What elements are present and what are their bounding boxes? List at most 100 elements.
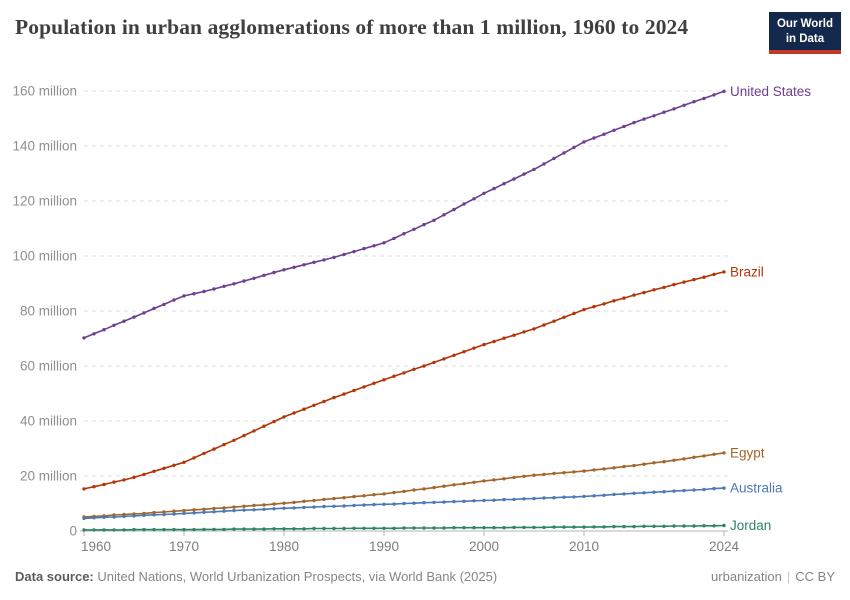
data-point[interactable] xyxy=(682,524,686,528)
data-point[interactable] xyxy=(482,479,486,483)
data-point[interactable] xyxy=(712,93,716,97)
data-point[interactable] xyxy=(312,505,316,509)
data-point[interactable] xyxy=(272,270,276,275)
data-point[interactable] xyxy=(102,482,106,487)
data-point[interactable] xyxy=(552,471,556,476)
data-point[interactable] xyxy=(382,378,386,382)
data-point[interactable] xyxy=(702,487,706,492)
data-point[interactable] xyxy=(132,527,136,532)
data-point[interactable] xyxy=(122,319,126,323)
data-point[interactable] xyxy=(202,527,206,532)
data-point[interactable] xyxy=(452,353,456,357)
series-line[interactable] xyxy=(83,90,725,339)
data-point[interactable] xyxy=(722,89,726,94)
data-point[interactable] xyxy=(212,447,216,451)
data-point[interactable] xyxy=(492,186,496,191)
data-point[interactable] xyxy=(172,463,176,467)
data-point[interactable] xyxy=(402,489,406,494)
data-point[interactable] xyxy=(182,508,186,513)
data-point[interactable] xyxy=(282,268,286,272)
data-point[interactable] xyxy=(522,474,526,478)
data-point[interactable] xyxy=(402,371,406,375)
data-point[interactable] xyxy=(252,527,256,531)
data-point[interactable] xyxy=(582,494,586,499)
data-point[interactable] xyxy=(702,454,706,458)
data-point[interactable] xyxy=(432,526,436,530)
topic-link[interactable]: urbanization xyxy=(711,569,782,584)
data-point[interactable] xyxy=(322,399,326,404)
data-point[interactable] xyxy=(662,285,666,290)
data-point[interactable] xyxy=(662,490,666,494)
data-point[interactable] xyxy=(462,202,466,206)
data-point[interactable] xyxy=(252,276,256,280)
data-point[interactable] xyxy=(172,527,176,532)
data-point[interactable] xyxy=(612,128,616,132)
data-point[interactable] xyxy=(332,395,336,400)
data-point[interactable] xyxy=(262,273,266,277)
data-point[interactable] xyxy=(242,279,246,283)
data-point[interactable] xyxy=(232,508,236,513)
data-point[interactable] xyxy=(512,177,516,181)
data-point[interactable] xyxy=(382,241,386,245)
data-point[interactable] xyxy=(482,342,486,347)
data-point[interactable] xyxy=(362,494,366,498)
data-point[interactable] xyxy=(582,525,586,529)
data-point[interactable] xyxy=(702,524,706,528)
data-point[interactable] xyxy=(192,292,196,296)
data-point[interactable] xyxy=(322,526,326,531)
data-point[interactable] xyxy=(642,491,646,495)
data-point[interactable] xyxy=(562,315,566,319)
data-point[interactable] xyxy=(562,525,566,529)
data-point[interactable] xyxy=(442,484,446,488)
data-point[interactable] xyxy=(262,527,266,531)
data-point[interactable] xyxy=(422,364,426,368)
data-point[interactable] xyxy=(552,156,556,161)
data-point[interactable] xyxy=(392,502,396,506)
data-point[interactable] xyxy=(662,110,666,114)
data-point[interactable] xyxy=(612,299,616,303)
data-point[interactable] xyxy=(142,472,146,477)
data-point[interactable] xyxy=(582,469,586,473)
data-point[interactable] xyxy=(462,499,466,503)
data-point[interactable] xyxy=(102,515,106,519)
data-point[interactable] xyxy=(412,501,416,505)
data-point[interactable] xyxy=(662,524,666,528)
data-point[interactable] xyxy=(292,506,296,510)
data-point[interactable] xyxy=(362,526,366,530)
data-point[interactable] xyxy=(442,213,446,217)
data-point[interactable] xyxy=(442,357,446,361)
data-point[interactable] xyxy=(592,468,596,472)
data-point[interactable] xyxy=(482,498,486,503)
data-point[interactable] xyxy=(472,526,476,530)
data-point[interactable] xyxy=(322,504,326,509)
data-point[interactable] xyxy=(242,504,246,508)
data-point[interactable] xyxy=(652,461,656,465)
data-point[interactable] xyxy=(622,124,626,129)
data-point[interactable] xyxy=(122,514,126,519)
data-point[interactable] xyxy=(382,526,386,530)
data-point[interactable] xyxy=(132,514,136,518)
data-point[interactable] xyxy=(652,288,656,292)
data-point[interactable] xyxy=(502,477,506,481)
data-point[interactable] xyxy=(422,487,426,491)
data-point[interactable] xyxy=(242,508,246,512)
data-point[interactable] xyxy=(152,306,156,311)
data-point[interactable] xyxy=(602,302,606,306)
data-point[interactable] xyxy=(352,526,356,530)
data-point[interactable] xyxy=(112,515,116,519)
data-point[interactable] xyxy=(502,497,506,502)
data-point[interactable] xyxy=(442,526,446,530)
data-point[interactable] xyxy=(642,117,646,121)
data-point[interactable] xyxy=(622,492,626,496)
data-point[interactable] xyxy=(612,466,616,470)
data-point[interactable] xyxy=(272,419,276,424)
data-point[interactable] xyxy=(352,494,356,499)
data-point[interactable] xyxy=(202,289,206,294)
data-point[interactable] xyxy=(472,197,476,201)
data-point[interactable] xyxy=(492,498,496,502)
data-point[interactable] xyxy=(432,360,436,365)
data-point[interactable] xyxy=(542,496,546,500)
data-point[interactable] xyxy=(452,526,456,530)
data-point[interactable] xyxy=(532,473,536,477)
data-point[interactable] xyxy=(632,491,636,495)
